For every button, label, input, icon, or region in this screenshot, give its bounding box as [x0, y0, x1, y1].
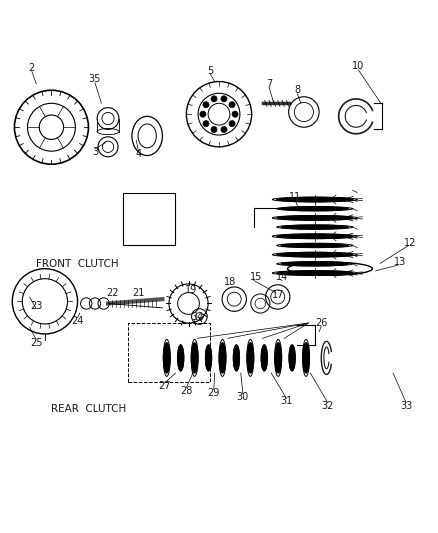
Circle shape: [203, 120, 209, 127]
Text: 19: 19: [184, 286, 197, 295]
Ellipse shape: [277, 234, 353, 239]
Text: 3: 3: [92, 147, 98, 157]
Text: 2: 2: [29, 63, 35, 74]
Ellipse shape: [191, 343, 198, 373]
Text: 34: 34: [191, 312, 203, 322]
Circle shape: [203, 102, 209, 108]
Text: 12: 12: [404, 238, 417, 247]
Text: 27: 27: [159, 381, 171, 391]
Text: 28: 28: [180, 385, 193, 395]
Text: 32: 32: [321, 401, 334, 411]
Bar: [123, 192, 176, 245]
Ellipse shape: [277, 197, 353, 202]
Text: 35: 35: [89, 75, 101, 84]
Text: 22: 22: [106, 288, 119, 297]
Ellipse shape: [303, 343, 310, 373]
Text: 30: 30: [237, 392, 249, 402]
Ellipse shape: [261, 345, 267, 371]
Text: 25: 25: [30, 338, 42, 348]
Ellipse shape: [277, 252, 353, 257]
Text: 21: 21: [132, 288, 145, 297]
Circle shape: [229, 102, 235, 108]
Text: 5: 5: [207, 66, 213, 76]
Text: 26: 26: [315, 318, 328, 328]
Text: 13: 13: [393, 257, 406, 267]
Text: 31: 31: [280, 397, 293, 407]
Circle shape: [211, 126, 217, 133]
Text: 8: 8: [294, 85, 300, 95]
Ellipse shape: [275, 343, 282, 373]
Ellipse shape: [281, 262, 349, 266]
Text: 7: 7: [266, 79, 272, 88]
Ellipse shape: [233, 345, 240, 371]
Text: 23: 23: [30, 301, 42, 311]
Text: 17: 17: [272, 290, 284, 300]
Ellipse shape: [163, 343, 170, 373]
Circle shape: [221, 96, 227, 102]
Text: FRONT  CLUTCH: FRONT CLUTCH: [36, 260, 119, 269]
Bar: [127, 323, 210, 382]
Circle shape: [232, 111, 238, 117]
Ellipse shape: [219, 343, 226, 373]
Ellipse shape: [281, 207, 349, 211]
Text: 10: 10: [352, 61, 364, 71]
Text: 4: 4: [135, 149, 141, 159]
Ellipse shape: [205, 345, 212, 371]
Text: 18: 18: [224, 277, 236, 287]
Text: 24: 24: [71, 316, 84, 326]
Text: 14: 14: [276, 272, 288, 282]
Ellipse shape: [277, 215, 353, 220]
Text: REAR  CLUTCH: REAR CLUTCH: [51, 404, 126, 414]
Ellipse shape: [177, 345, 184, 371]
Ellipse shape: [281, 243, 349, 248]
Circle shape: [200, 111, 206, 117]
Circle shape: [229, 120, 235, 127]
Ellipse shape: [247, 343, 254, 373]
Text: 29: 29: [208, 387, 220, 398]
Circle shape: [221, 126, 227, 133]
Ellipse shape: [277, 271, 353, 276]
Text: 33: 33: [400, 401, 412, 411]
Circle shape: [211, 96, 217, 102]
Text: 11: 11: [289, 192, 301, 202]
Ellipse shape: [281, 225, 349, 229]
Text: 15: 15: [250, 272, 262, 282]
Ellipse shape: [289, 345, 295, 371]
